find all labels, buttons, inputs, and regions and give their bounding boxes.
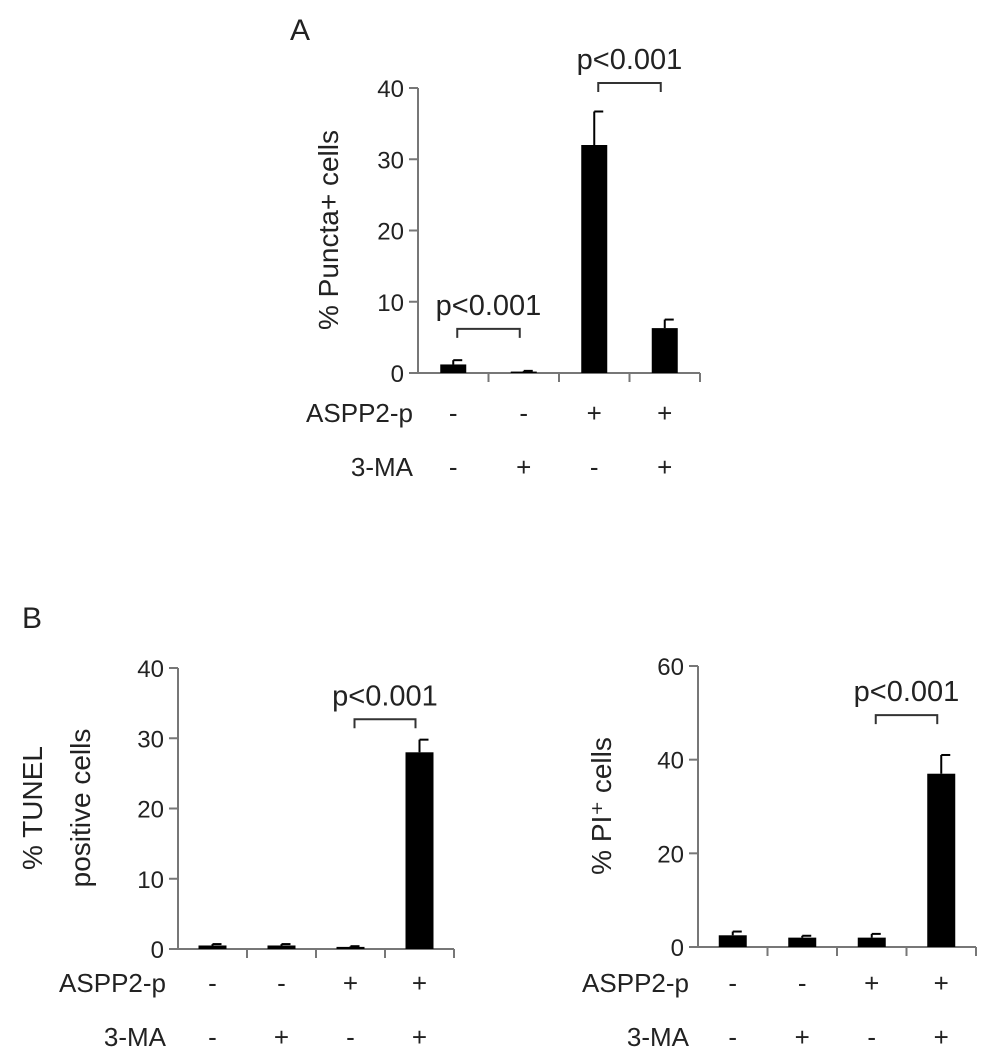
y-tick-label: 60 bbox=[657, 654, 684, 681]
y-axis-title: % TUNEL bbox=[17, 746, 48, 870]
condition-row-label: ASPP2-p bbox=[306, 398, 413, 428]
y-axis-title: % PI⁺ cells bbox=[586, 737, 617, 875]
panel-label-b: B bbox=[22, 602, 42, 635]
y-axis-title: positive cells bbox=[65, 729, 96, 888]
condition-sign: - bbox=[449, 398, 458, 428]
y-tick-label: 30 bbox=[137, 726, 164, 753]
chart-puncta: 0 10 20 30 40 p<0.001 p<0.001 ASPP2-p - - + +3-MA - +… bbox=[306, 44, 701, 482]
chart-pi: 0 20 40 60 p<0.001 ASPP2-p - - + +3-MA - + - + % PI⁺ c… bbox=[582, 654, 977, 1052]
condition-sign: + bbox=[934, 1022, 949, 1052]
condition-sign: + bbox=[795, 1022, 810, 1052]
condition-sign: + bbox=[934, 968, 949, 998]
y-tick-label: 20 bbox=[137, 797, 164, 824]
y-tick-label: 0 bbox=[391, 361, 404, 388]
condition-sign: + bbox=[412, 968, 427, 998]
y-tick-label: 10 bbox=[137, 867, 164, 894]
condition-row-label: 3-MA bbox=[351, 452, 414, 482]
y-tick-label: 40 bbox=[657, 748, 684, 775]
bar bbox=[440, 364, 467, 373]
significance-label: p<0.001 bbox=[577, 44, 683, 76]
significance-bracket bbox=[353, 718, 417, 729]
bar bbox=[510, 371, 537, 373]
bar bbox=[857, 937, 886, 947]
bar bbox=[927, 773, 956, 947]
condition-sign: + bbox=[864, 968, 879, 998]
bar bbox=[651, 328, 678, 373]
panel-label-a: A bbox=[290, 14, 310, 47]
significance-label: p<0.001 bbox=[332, 680, 438, 712]
condition-sign: + bbox=[516, 452, 531, 482]
significance-bracket bbox=[874, 714, 939, 725]
bar bbox=[788, 937, 817, 947]
condition-sign: - bbox=[449, 452, 458, 482]
y-tick-label: 0 bbox=[671, 935, 684, 962]
bar bbox=[198, 945, 227, 949]
condition-sign: + bbox=[343, 968, 358, 998]
significance-label: p<0.001 bbox=[436, 290, 542, 322]
condition-sign: + bbox=[657, 452, 672, 482]
bar bbox=[336, 946, 365, 949]
bar bbox=[718, 935, 747, 947]
y-tick-label: 20 bbox=[377, 219, 404, 246]
y-tick-label: 10 bbox=[377, 290, 404, 317]
significance-bracket bbox=[597, 82, 662, 93]
condition-sign: - bbox=[519, 398, 528, 428]
y-tick-label: 40 bbox=[377, 76, 404, 103]
condition-sign: - bbox=[590, 452, 599, 482]
y-tick-label: 40 bbox=[137, 656, 164, 683]
condition-row-label: ASPP2-p bbox=[582, 968, 689, 998]
condition-sign: - bbox=[208, 968, 217, 998]
condition-sign: - bbox=[867, 1022, 876, 1052]
condition-sign: - bbox=[277, 968, 286, 998]
condition-row-label: 3-MA bbox=[627, 1022, 690, 1052]
bar bbox=[581, 145, 608, 373]
condition-row-label: 3-MA bbox=[104, 1022, 167, 1052]
condition-sign: - bbox=[798, 968, 807, 998]
condition-sign: + bbox=[412, 1022, 427, 1052]
condition-sign: + bbox=[587, 398, 602, 428]
condition-sign: + bbox=[657, 398, 672, 428]
condition-sign: + bbox=[274, 1022, 289, 1052]
condition-sign: - bbox=[728, 1022, 737, 1052]
y-tick-label: 0 bbox=[151, 937, 164, 964]
chart-tunel: 0 10 20 30 40 p<0.001 ASPP2-p - - + +3-MA - + - + % TUN… bbox=[17, 656, 455, 1052]
bar bbox=[405, 752, 434, 949]
y-axis-title: % Puncta+ cells bbox=[313, 130, 344, 330]
condition-sign: - bbox=[728, 968, 737, 998]
condition-sign: - bbox=[208, 1022, 217, 1052]
condition-sign: - bbox=[346, 1022, 355, 1052]
bar bbox=[267, 945, 296, 949]
condition-row-label: ASPP2-p bbox=[59, 968, 166, 998]
significance-bracket bbox=[456, 327, 521, 338]
y-tick-label: 30 bbox=[377, 147, 404, 174]
significance-label: p<0.001 bbox=[854, 676, 960, 708]
y-tick-label: 20 bbox=[657, 841, 684, 868]
